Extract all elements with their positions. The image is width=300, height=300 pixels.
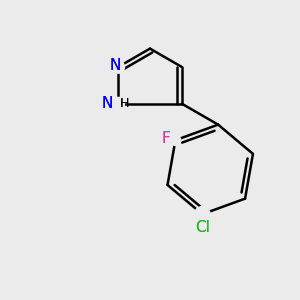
Text: Cl: Cl [195, 220, 210, 236]
Text: N: N [102, 96, 113, 111]
Text: F: F [161, 131, 170, 146]
Circle shape [112, 98, 124, 110]
Circle shape [112, 61, 124, 73]
Circle shape [195, 206, 210, 222]
Text: N: N [110, 58, 121, 73]
Text: H: H [120, 97, 129, 110]
Text: H: H [120, 97, 129, 110]
Text: N: N [102, 96, 113, 111]
Text: Cl: Cl [195, 220, 210, 236]
Text: N: N [110, 58, 121, 73]
Circle shape [170, 135, 181, 146]
Text: F: F [161, 131, 170, 146]
